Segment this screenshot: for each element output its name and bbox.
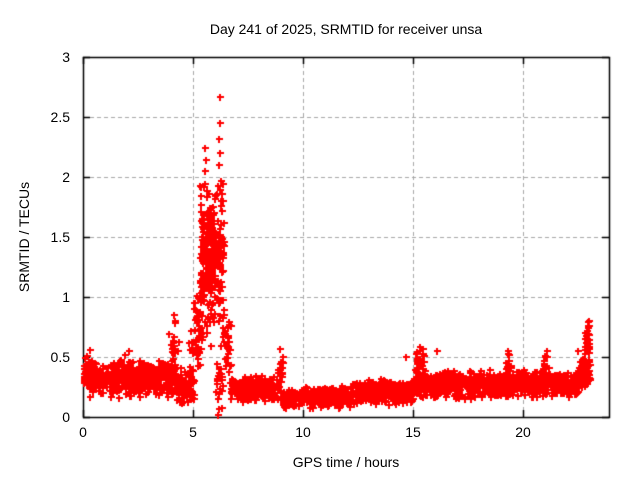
y-tick-label: 1.5 xyxy=(50,229,70,245)
x-axis-label: GPS time / hours xyxy=(292,454,400,470)
y-tick-label: 2 xyxy=(62,169,70,185)
y-tick-label: 3 xyxy=(62,49,70,65)
x-tick-label: 0 xyxy=(79,424,87,440)
y-tick-label: 1 xyxy=(62,289,70,305)
y-tick-label: 0 xyxy=(62,409,70,425)
x-tick-label: 20 xyxy=(515,424,531,440)
x-tick-label: 5 xyxy=(189,424,197,440)
x-tick-label: 15 xyxy=(405,424,421,440)
y-tick-label: 0.5 xyxy=(50,349,70,365)
x-tick-label: 10 xyxy=(295,424,311,440)
y-tick-label: 2.5 xyxy=(50,109,70,125)
chart-title: Day 241 of 2025, SRMTID for receiver uns… xyxy=(209,21,483,37)
